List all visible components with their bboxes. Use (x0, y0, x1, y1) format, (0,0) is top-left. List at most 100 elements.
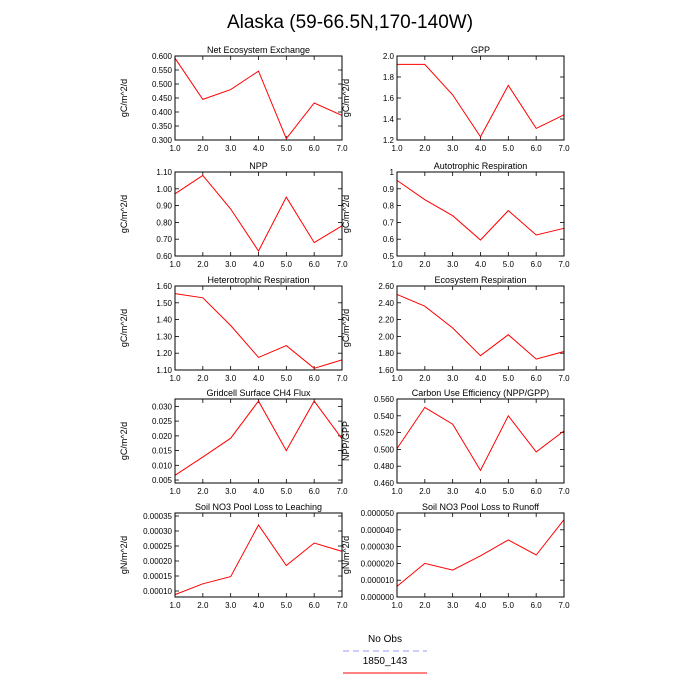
x-tick-label: 4.0 (475, 260, 487, 269)
y-tick-label: 0.560 (374, 395, 395, 404)
y-tick-label: 0.5 (383, 252, 395, 261)
x-tick-label: 2.0 (197, 487, 209, 496)
y-tick-label: 2.0 (383, 52, 395, 61)
x-tick-label: 2.0 (197, 601, 209, 610)
x-tick-label: 3.0 (225, 260, 237, 269)
y-tick-label: 1.50 (156, 299, 172, 308)
y-tick-label: 0.000010 (361, 576, 395, 585)
y-tick-label: 0.00035 (143, 512, 172, 521)
plot-frame (396, 171, 565, 257)
y-tick-label: 1.4 (383, 115, 395, 124)
x-tick-label: 1.0 (391, 487, 403, 496)
y-axis-label: gC/m^2/d (119, 79, 129, 117)
y-tick-label: 0.60 (156, 252, 172, 261)
y-tick-label: 0.350 (152, 122, 173, 131)
x-tick-label: 1.0 (391, 144, 403, 153)
x-tick-label: 6.0 (309, 601, 321, 610)
x-tick-label: 6.0 (531, 374, 543, 383)
x-tick-label: 1.0 (169, 260, 181, 269)
y-tick-label: 0.000030 (361, 543, 395, 552)
panel-title: Net Ecosystem Exchange (207, 45, 310, 55)
y-tick-label: 1.40 (156, 316, 172, 325)
x-tick-label: 5.0 (503, 487, 515, 496)
y-tick-label: 0.000040 (361, 526, 395, 535)
x-tick-label: 2.0 (419, 144, 431, 153)
plot-frame (174, 398, 343, 484)
series-line (174, 174, 343, 252)
y-tick-label: 0.00020 (143, 557, 172, 566)
y-axis-label: gC/m^2/d (341, 309, 351, 347)
x-tick-label: 6.0 (531, 601, 543, 610)
x-tick-label: 7.0 (336, 601, 348, 610)
series-line (174, 293, 343, 369)
panel-title: Heterotrophic Respiration (207, 275, 309, 285)
plot-frame (174, 55, 343, 141)
y-tick-label: 0.8 (383, 202, 395, 211)
legend-label: No Obs (368, 634, 402, 645)
y-tick-label: 0.300 (152, 136, 173, 145)
x-tick-label: 5.0 (281, 487, 293, 496)
y-axis-label: gC/m^2/d (341, 195, 351, 233)
x-tick-label: 7.0 (336, 487, 348, 496)
x-tick-label: 4.0 (253, 260, 265, 269)
y-tick-label: 2.20 (378, 316, 394, 325)
chart-panel-1: Net Ecosystem Exchange gC/m^2/d 1.0 2.0 3.0 4… (119, 45, 348, 153)
legend: No Obs 1850_143 (343, 634, 427, 674)
x-tick-label: 5.0 (281, 374, 293, 383)
x-tick-label: 1.0 (169, 144, 181, 153)
x-tick-label: 3.0 (225, 374, 237, 383)
x-tick-label: 5.0 (503, 144, 515, 153)
y-tick-label: 1.6 (383, 94, 395, 103)
panel-title: Soil NO3 Pool Loss to Leaching (195, 502, 322, 512)
panel-title: NPP (249, 161, 268, 171)
y-tick-label: 0.00030 (143, 527, 172, 536)
x-tick-label: 4.0 (253, 374, 265, 383)
x-tick-label: 4.0 (475, 487, 487, 496)
y-tick-label: 1.60 (156, 282, 172, 291)
x-tick-label: 2.0 (197, 144, 209, 153)
x-tick-label: 3.0 (225, 601, 237, 610)
x-tick-label: 6.0 (309, 487, 321, 496)
panel-title: Autotrophic Respiration (434, 161, 528, 171)
y-tick-label: 1.60 (378, 366, 394, 375)
x-tick-label: 1.0 (169, 487, 181, 496)
y-axis-label: gC/m^2/d (119, 309, 129, 347)
series-line (396, 406, 565, 472)
y-axis-label: gN/m^2/d (341, 536, 351, 574)
y-axis-label: gN/m^2/d (119, 536, 129, 574)
x-tick-label: 1.0 (391, 374, 403, 383)
x-tick-label: 2.0 (419, 487, 431, 496)
plot-frame (396, 398, 565, 484)
x-tick-label: 5.0 (281, 601, 293, 610)
x-tick-label: 4.0 (253, 487, 265, 496)
x-tick-label: 6.0 (309, 374, 321, 383)
y-tick-label: 2.40 (378, 299, 394, 308)
x-tick-label: 4.0 (475, 601, 487, 610)
panel-title: Soil NO3 Pool Loss to Runoff (422, 502, 539, 512)
x-tick-label: 5.0 (281, 144, 293, 153)
series-line (174, 400, 343, 476)
y-tick-label: 0.00015 (143, 572, 172, 581)
y-tick-label: 0.400 (152, 108, 173, 117)
series-line (396, 293, 565, 360)
plot-frame (396, 512, 565, 598)
x-tick-label: 7.0 (558, 260, 570, 269)
panels: Net Ecosystem Exchange gC/m^2/d 1.0 2.0 3.0 4… (119, 45, 570, 610)
y-tick-label: 2.00 (378, 332, 394, 341)
x-tick-label: 7.0 (336, 374, 348, 383)
y-tick-label: 0.540 (374, 412, 395, 421)
chart-panel-8: Carbon Use Efficiency (NPP/GPP) NPP/GPP 1.… (341, 388, 570, 496)
chart-panel-7: Gridcell Surface CH4 Flux gC/m^2/d 1.0 2.0 3… (119, 388, 348, 496)
x-tick-label: 1.0 (391, 601, 403, 610)
y-tick-label: 1.80 (378, 349, 394, 358)
x-tick-label: 3.0 (447, 260, 459, 269)
y-tick-label: 0.600 (152, 52, 173, 61)
y-tick-label: 0.025 (152, 417, 173, 426)
chart-panel-4: Autotrophic Respiration gC/m^2/d 1.0 2.0 3.0… (341, 161, 570, 269)
x-tick-label: 2.0 (197, 260, 209, 269)
plot-frame (174, 285, 343, 371)
y-tick-label: 0.550 (152, 66, 173, 75)
plot-frame (174, 512, 343, 598)
y-axis-label: gC/m^2/d (119, 422, 129, 460)
